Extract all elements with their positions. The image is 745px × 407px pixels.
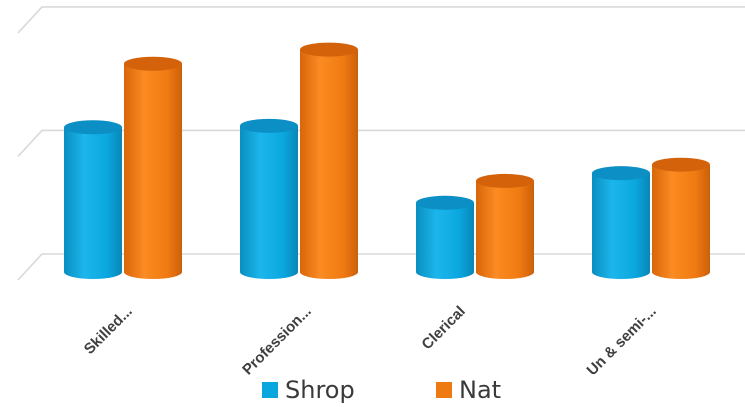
bar-top xyxy=(300,42,358,57)
gridline xyxy=(17,129,745,157)
legend-label-shrop: Shrop xyxy=(285,376,355,404)
bars xyxy=(64,42,710,280)
bar-top xyxy=(64,120,122,135)
x-tick-label: Clerical xyxy=(418,303,468,353)
bar-body xyxy=(652,164,710,279)
x-tick-label: Profession... xyxy=(239,303,315,379)
bar-nat-2 xyxy=(476,173,534,279)
bar-shrop-1 xyxy=(240,118,298,279)
legend-label-nat: Nat xyxy=(459,376,502,404)
bar-top xyxy=(416,195,474,210)
bar-top xyxy=(240,118,298,133)
bar-body xyxy=(300,49,358,279)
bar-nat-1 xyxy=(300,42,358,279)
bar-body xyxy=(240,125,298,279)
legend-item-nat: Nat xyxy=(436,376,501,404)
legend: Shrop Nat xyxy=(0,376,745,406)
x-tick-label: Skilled... xyxy=(81,303,136,358)
bar-body xyxy=(476,180,534,279)
gridline xyxy=(17,6,745,34)
bar-top xyxy=(476,173,534,188)
bar-top xyxy=(124,56,182,71)
x-tick-label: Un & semi-... xyxy=(584,303,660,379)
bar-body xyxy=(124,63,182,280)
bar-shrop-3 xyxy=(592,166,650,279)
x-axis-tick-labels: Skilled... Profession... Clerical Un & semi… xyxy=(81,303,660,379)
legend-item-shrop: Shrop xyxy=(262,376,355,404)
bar-body xyxy=(64,127,122,279)
legend-swatch-nat xyxy=(436,382,452,398)
bar-nat-3 xyxy=(652,157,710,279)
bar-body xyxy=(592,173,650,279)
bar-top xyxy=(592,166,650,181)
bar-top xyxy=(652,157,710,172)
bar-shrop-2 xyxy=(416,195,474,279)
bar-body xyxy=(416,202,474,279)
bar-nat-0 xyxy=(124,56,182,280)
bar-shrop-0 xyxy=(64,120,122,279)
legend-swatch-shrop xyxy=(262,382,278,398)
